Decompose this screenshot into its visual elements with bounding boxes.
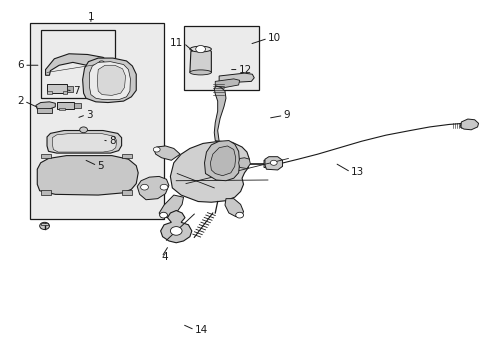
Polygon shape — [210, 146, 235, 176]
Bar — [183, 26, 259, 90]
Polygon shape — [89, 62, 130, 100]
Bar — [37, 108, 52, 113]
Polygon shape — [154, 146, 180, 160]
Text: 10: 10 — [267, 33, 281, 43]
Bar — [74, 103, 81, 108]
Polygon shape — [264, 157, 282, 170]
Bar — [122, 190, 132, 195]
Bar — [122, 154, 132, 158]
Polygon shape — [45, 54, 107, 75]
Bar — [67, 86, 73, 92]
Bar — [47, 84, 67, 93]
Text: 7: 7 — [73, 86, 80, 96]
Circle shape — [80, 127, 87, 133]
Polygon shape — [170, 141, 249, 202]
Circle shape — [85, 139, 90, 143]
Bar — [98, 139, 103, 143]
Text: 13: 13 — [350, 167, 363, 177]
Text: 8: 8 — [109, 136, 115, 146]
Polygon shape — [160, 211, 191, 243]
Text: 14: 14 — [194, 325, 207, 335]
Text: 11: 11 — [170, 38, 183, 48]
Circle shape — [195, 45, 205, 53]
Polygon shape — [82, 58, 136, 103]
Text: 3: 3 — [86, 110, 92, 120]
Circle shape — [170, 226, 182, 235]
Bar — [59, 108, 65, 111]
Text: 2: 2 — [18, 96, 24, 106]
Text: 4: 4 — [161, 252, 168, 262]
Ellipse shape — [189, 46, 211, 52]
Circle shape — [153, 147, 160, 152]
Bar — [30, 23, 163, 220]
Polygon shape — [189, 46, 211, 72]
Text: 1: 1 — [87, 12, 94, 22]
Bar — [41, 30, 115, 98]
Text: 9: 9 — [283, 111, 289, 121]
Circle shape — [99, 61, 104, 65]
Bar — [41, 154, 51, 158]
Bar — [41, 223, 48, 225]
Circle shape — [90, 139, 95, 143]
Bar — [41, 190, 51, 195]
Polygon shape — [36, 102, 55, 110]
Polygon shape — [159, 195, 183, 218]
Circle shape — [270, 160, 277, 165]
Circle shape — [159, 212, 167, 218]
Polygon shape — [215, 79, 239, 87]
Polygon shape — [137, 176, 168, 200]
Text: 12: 12 — [238, 64, 251, 75]
Text: 6: 6 — [18, 60, 24, 70]
Polygon shape — [219, 73, 254, 83]
Bar — [47, 91, 52, 94]
Polygon shape — [204, 140, 239, 181]
Bar — [62, 91, 67, 94]
Circle shape — [40, 222, 49, 229]
Polygon shape — [459, 119, 478, 130]
Polygon shape — [52, 134, 117, 152]
Bar — [84, 138, 98, 144]
Polygon shape — [238, 158, 250, 168]
Polygon shape — [224, 199, 243, 217]
Polygon shape — [214, 86, 225, 141]
Polygon shape — [97, 65, 125, 95]
Polygon shape — [264, 159, 282, 168]
Circle shape — [160, 184, 167, 190]
Polygon shape — [47, 131, 122, 153]
Text: 5: 5 — [97, 161, 103, 171]
Polygon shape — [37, 156, 138, 195]
Bar — [57, 102, 74, 109]
Circle shape — [235, 212, 243, 218]
Circle shape — [141, 184, 148, 190]
Ellipse shape — [189, 70, 211, 75]
